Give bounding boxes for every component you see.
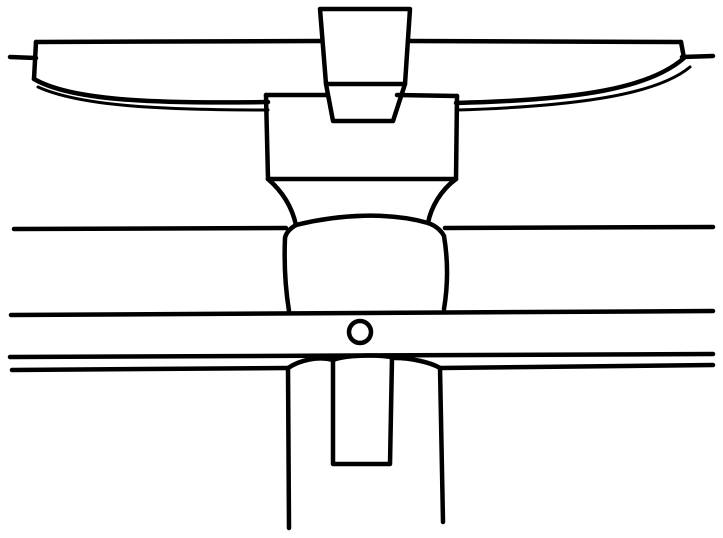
peg-hole — [346, 318, 374, 346]
upper-bracket-block — [263, 92, 460, 182]
column-post — [285, 353, 446, 531]
middle-cushion-block — [282, 213, 450, 314]
upper-horizontal-beam — [8, 224, 716, 318]
top-cap-block — [317, 6, 413, 124]
bracket-neck — [265, 176, 459, 228]
curved-top-beam — [7, 38, 716, 112]
inner-tenon — [330, 355, 395, 467]
